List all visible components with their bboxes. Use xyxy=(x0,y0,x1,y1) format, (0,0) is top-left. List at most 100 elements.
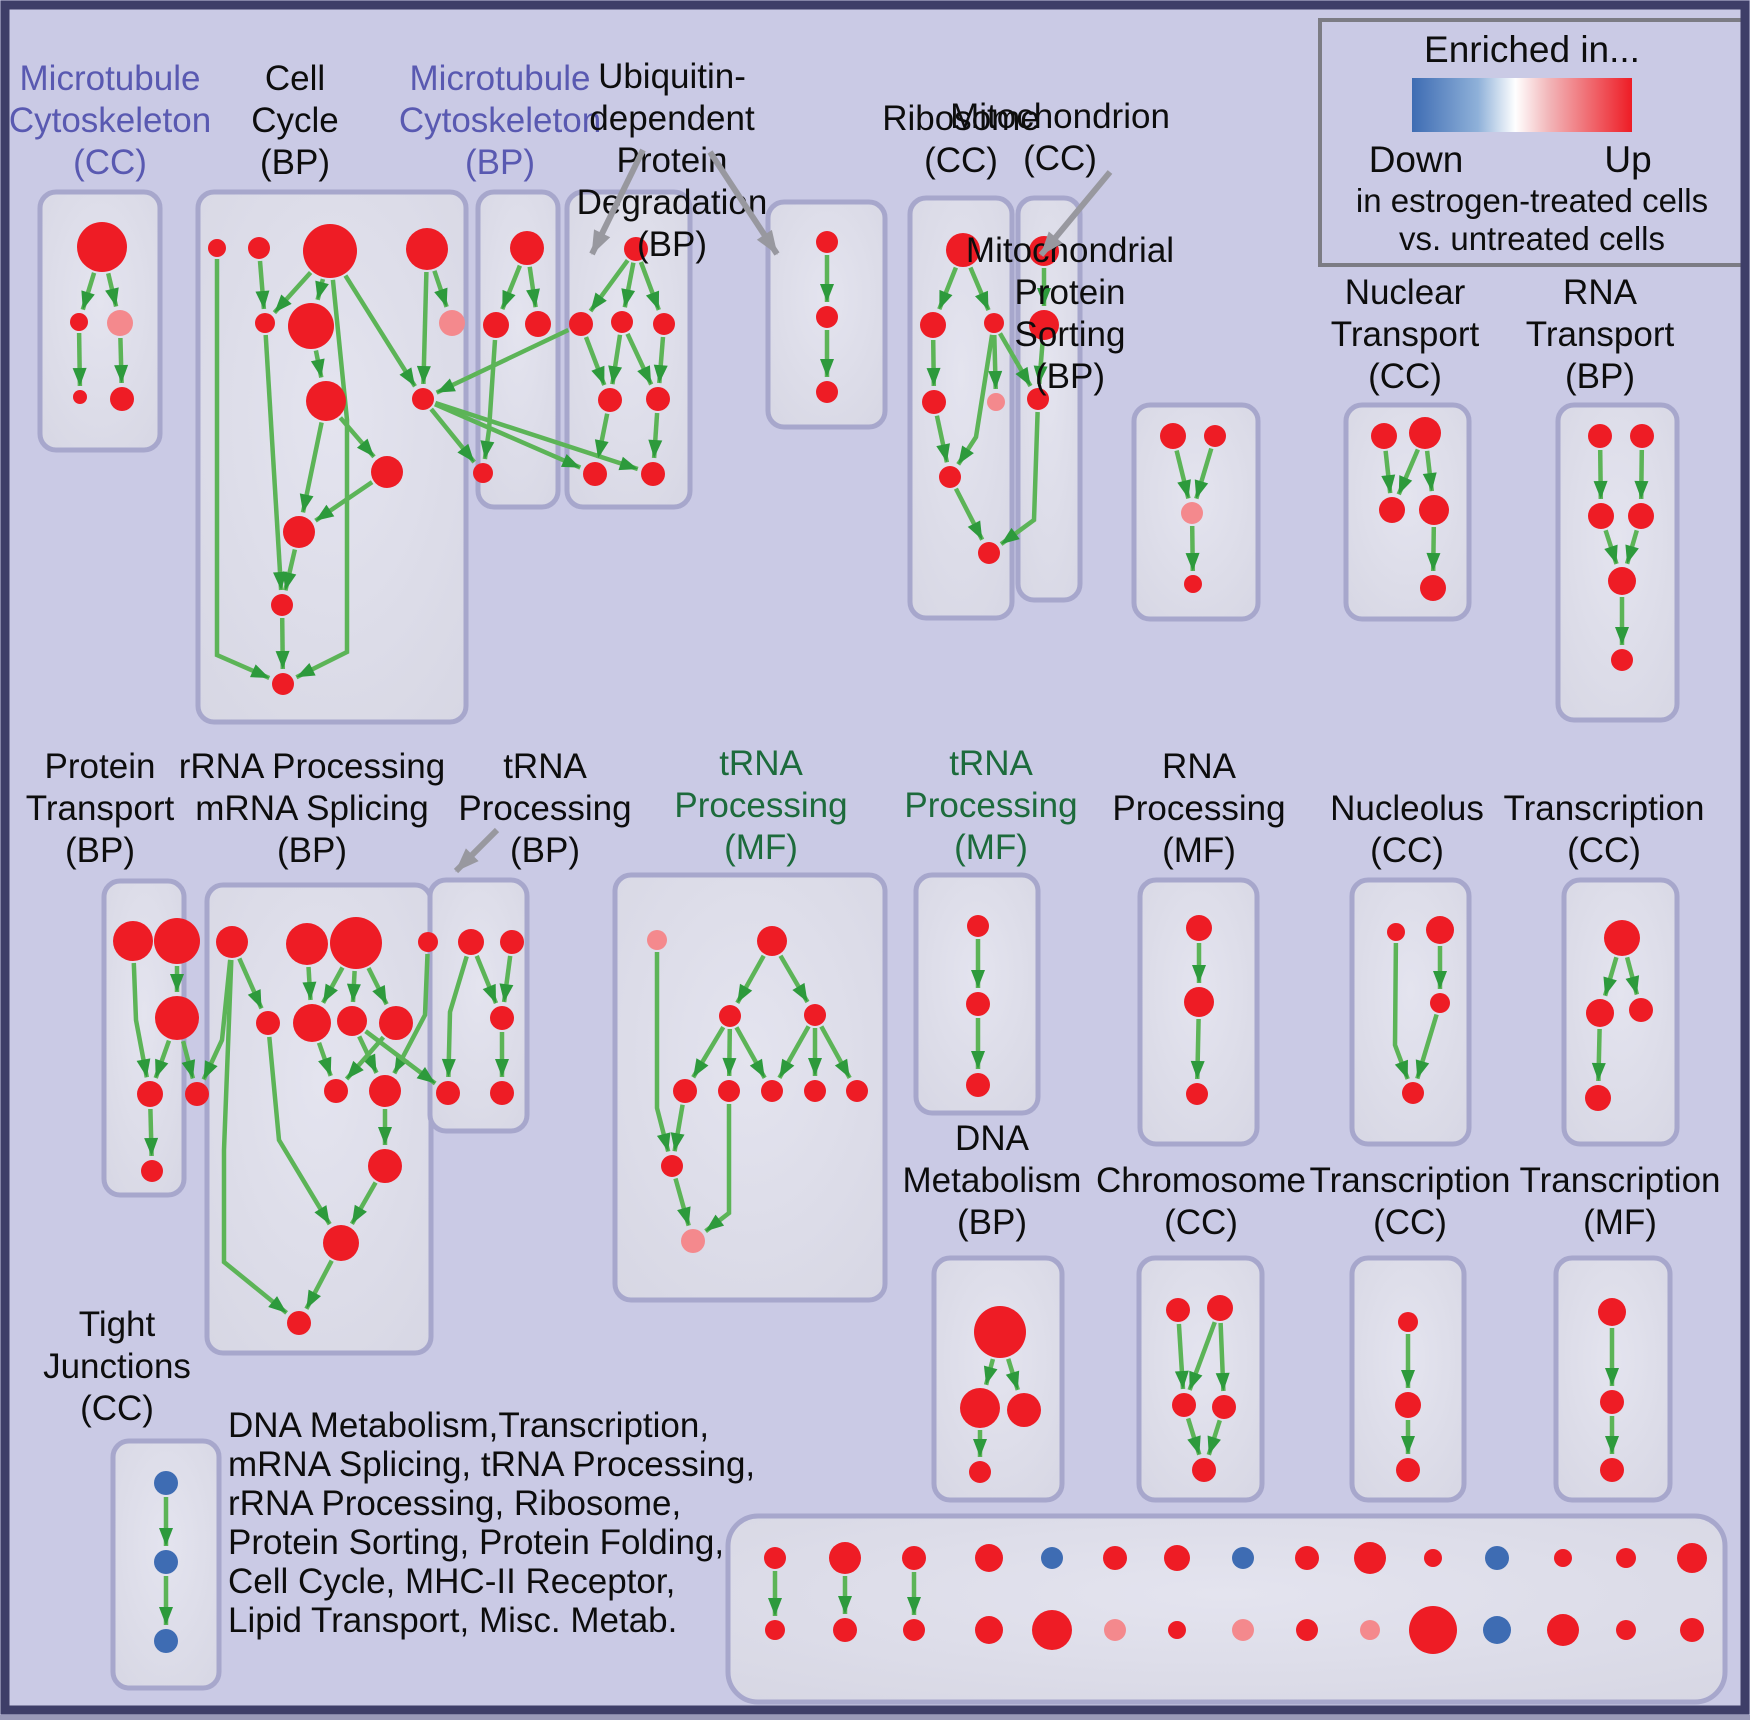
node-n4 xyxy=(1419,495,1449,525)
node-h1 xyxy=(1166,1298,1190,1322)
node-u2 xyxy=(569,312,593,336)
annotation-arrow-ubiquitin-left xyxy=(589,148,646,256)
node-g3 xyxy=(1027,388,1049,410)
node-y11 xyxy=(681,1229,705,1253)
edge-arrow-n4-n5 xyxy=(1426,526,1441,572)
legend-gradient-bar xyxy=(1412,78,1632,132)
edge-arrow-c9-u7 xyxy=(434,402,582,470)
node-o2 xyxy=(1184,987,1214,1017)
node-bl8 xyxy=(1232,1619,1254,1641)
cluster-label-cell-cycle: Cell Cycle (BP) xyxy=(251,59,339,182)
edge-arrow-c9-t4 xyxy=(429,407,476,464)
cluster-label-trna-bp: tRNA Processing (BP) xyxy=(458,747,631,870)
node-x5 xyxy=(256,1011,280,1035)
edge-arrow-g3-r7 xyxy=(999,411,1040,546)
node-bl13 xyxy=(1547,1614,1579,1646)
edge-arrow-x12-x13 xyxy=(304,1259,334,1310)
edge-arrow-x11-x12 xyxy=(349,1181,378,1226)
edge-arrow-y2-y4 xyxy=(778,954,810,1004)
node-z2 xyxy=(966,992,990,1016)
edge-arrow-u2-u5 xyxy=(583,336,607,386)
annotation-arrow-mitochondrion xyxy=(1038,170,1113,257)
node-bu10 xyxy=(1354,1542,1386,1574)
node-t4 xyxy=(473,463,493,483)
cluster-box-nuclear-transport xyxy=(1343,402,1472,622)
edge-arrow-r1-r3 xyxy=(968,266,991,311)
node-o1 xyxy=(1186,915,1212,941)
node-w4 xyxy=(436,1081,460,1105)
node-r6 xyxy=(939,466,961,488)
edge-arrow-c5-c12 xyxy=(263,334,288,591)
node-q5 xyxy=(1608,567,1636,595)
node-bl2 xyxy=(833,1618,857,1642)
edge-arrow-y4-y9 xyxy=(819,1025,852,1079)
cluster-label-trna-mf-2: tRNA Processing (MF) xyxy=(904,744,1077,867)
node-c5 xyxy=(255,313,275,333)
node-y5 xyxy=(673,1079,697,1103)
edge-arrow-x7-w4 xyxy=(364,1029,437,1086)
node-u6 xyxy=(646,387,670,411)
node-s3 xyxy=(1181,502,1203,524)
edge-arrow-r2-r4 xyxy=(926,339,941,387)
node-y3 xyxy=(719,1005,741,1027)
node-j3 xyxy=(1600,1458,1624,1482)
cluster-label-rrna: rRNA Processing mRNA Splicing (BP) xyxy=(179,747,445,870)
node-h2 xyxy=(1207,1295,1233,1321)
node-w3 xyxy=(490,1006,514,1030)
node-x2 xyxy=(286,923,328,965)
node-k3 xyxy=(154,1629,178,1653)
edge-arrow-h2-h3 xyxy=(1187,1321,1217,1391)
node-bl3 xyxy=(903,1619,925,1641)
node-q4 xyxy=(1628,503,1654,529)
node-c3 xyxy=(303,224,357,278)
cluster-label-trna-mf-1: tRNA Processing (MF) xyxy=(674,744,847,867)
cluster-label-transcription-cc-2: Transcription (CC) xyxy=(1310,1161,1511,1242)
edge-arrow-e1-e4 xyxy=(1392,942,1410,1080)
edge-arrow-x5-x12 xyxy=(267,1036,332,1226)
node-c9 xyxy=(412,388,434,410)
edge-arrow-h2-h4 xyxy=(1215,1322,1230,1392)
edge-arrow-r1-r2 xyxy=(937,266,958,311)
node-m2 xyxy=(70,313,88,331)
node-i3 xyxy=(1396,1458,1420,1482)
node-bu1 xyxy=(764,1547,786,1569)
node-x12 xyxy=(323,1225,359,1261)
edge-arrow-n1-n3 xyxy=(1381,450,1396,494)
edge-arrow-p4-p6 xyxy=(144,1108,159,1157)
node-n5 xyxy=(1420,575,1446,601)
node-e3 xyxy=(1430,993,1450,1013)
edge-arrow-u1-u2 xyxy=(588,258,630,313)
node-x4 xyxy=(418,932,438,952)
node-x11 xyxy=(368,1149,402,1183)
legend-down-label: Down xyxy=(1369,139,1464,180)
edge-arrow-d1-d2 xyxy=(983,1358,998,1386)
node-c6 xyxy=(288,303,334,349)
edge-arrow-x1-x13 xyxy=(221,959,289,1315)
node-bu14 xyxy=(1616,1548,1636,1568)
edge-arrow-s1-s3 xyxy=(1174,450,1191,499)
edge-arrow-e3-e4 xyxy=(1415,1013,1439,1080)
node-v1 xyxy=(816,231,838,253)
cluster-box-transcription-cc-1 xyxy=(1561,877,1680,1147)
node-bl15 xyxy=(1680,1618,1704,1642)
node-r7 xyxy=(978,542,1000,564)
edge-arrow-t2-t4 xyxy=(480,339,498,460)
node-bu12 xyxy=(1485,1546,1509,1570)
edge-arrow-q4-q5 xyxy=(1624,529,1639,565)
node-e4 xyxy=(1402,1082,1424,1104)
node-f2 xyxy=(1586,999,1614,1027)
edge-arrow-s3-s4 xyxy=(1185,525,1200,572)
legend-caption-line2: vs. untreated cells xyxy=(1399,220,1665,257)
node-c10 xyxy=(371,456,403,488)
node-j1 xyxy=(1598,1298,1626,1326)
edge-arrow-c10-c11 xyxy=(314,480,374,523)
legend-box xyxy=(1318,18,1747,267)
node-t2 xyxy=(483,312,509,338)
edge-arrow-n2-n3 xyxy=(1396,448,1420,496)
edge-arrow-p1-p4 xyxy=(131,962,151,1078)
edge-arrow-u4-u6 xyxy=(653,336,668,384)
edge-arrow-c3-c5 xyxy=(272,270,313,315)
cluster-label-dna-metabolism: DNA Metabolism (BP) xyxy=(903,1119,1082,1242)
node-d4 xyxy=(969,1461,991,1483)
